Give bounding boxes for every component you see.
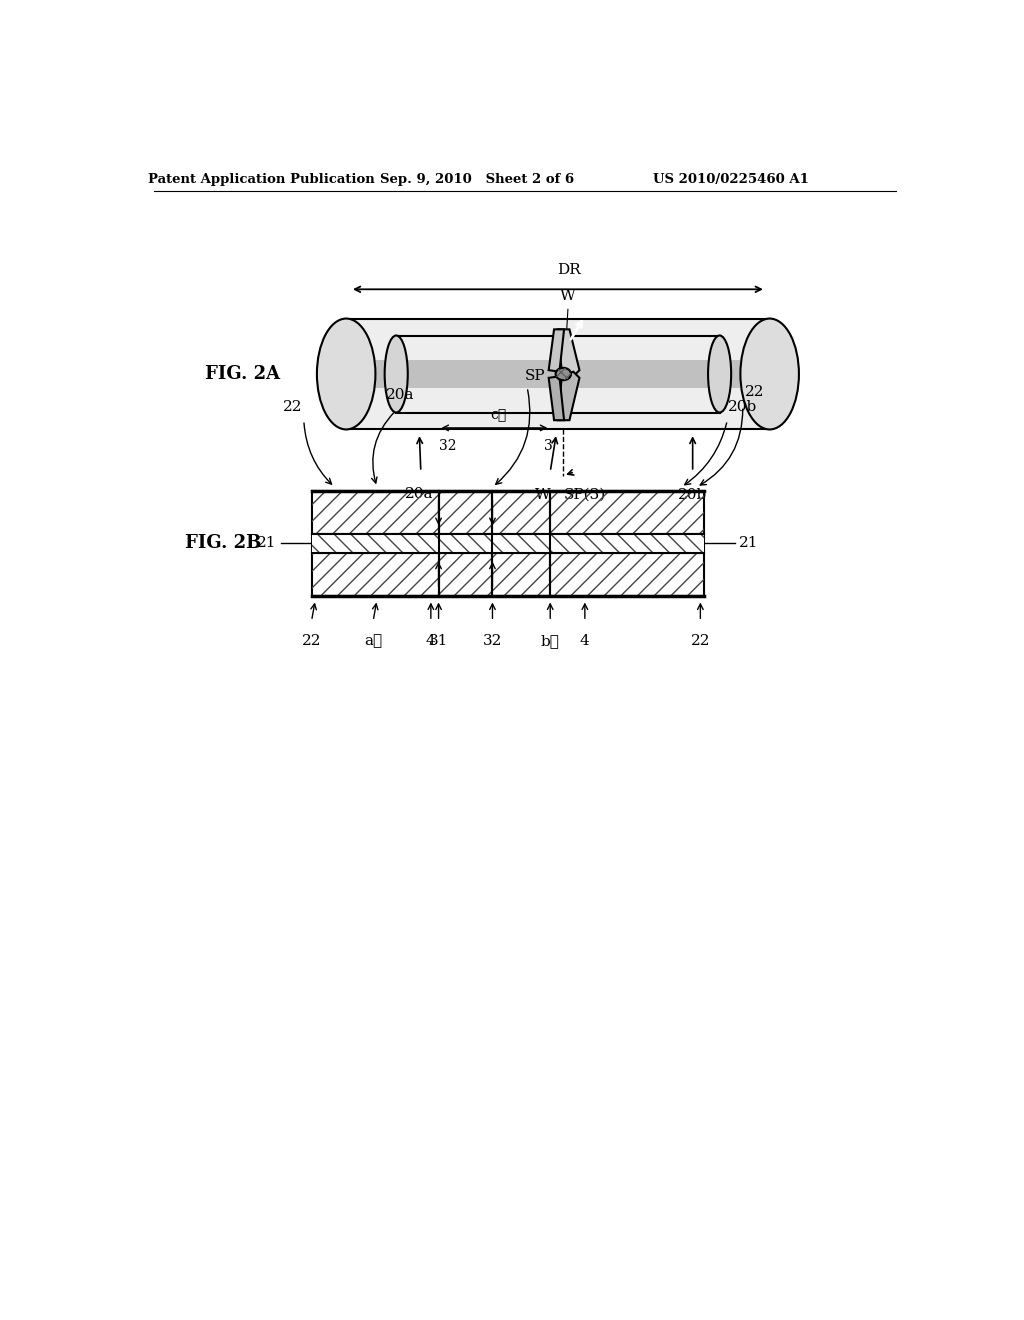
Bar: [346, 318, 770, 429]
Ellipse shape: [708, 335, 731, 412]
Text: Patent Application Publication: Patent Application Publication: [148, 173, 375, 186]
Bar: [311, 491, 705, 595]
Bar: [311, 535, 705, 553]
Bar: [311, 535, 705, 553]
Text: FIG. 2A: FIG. 2A: [205, 366, 280, 383]
Polygon shape: [549, 330, 564, 372]
Text: 3: 3: [545, 438, 553, 453]
Text: FIG. 2B: FIG. 2B: [184, 535, 261, 552]
Text: 20b: 20b: [678, 488, 708, 502]
Text: 21: 21: [257, 536, 276, 550]
Text: 20a: 20a: [386, 388, 415, 403]
Text: 22: 22: [744, 384, 764, 399]
Text: 31: 31: [429, 635, 449, 648]
Polygon shape: [558, 372, 580, 420]
Text: DR: DR: [558, 263, 582, 277]
Text: aℓ: aℓ: [365, 635, 382, 648]
Ellipse shape: [316, 318, 376, 429]
Ellipse shape: [316, 318, 376, 429]
Polygon shape: [549, 376, 564, 420]
Text: 22: 22: [690, 635, 710, 648]
Ellipse shape: [740, 318, 799, 429]
Text: SP: SP: [524, 370, 545, 383]
Text: 4: 4: [426, 635, 436, 648]
Text: 32: 32: [482, 635, 502, 648]
Bar: [376, 360, 740, 388]
Text: 21: 21: [739, 536, 759, 550]
Bar: [311, 491, 705, 595]
Text: 32: 32: [439, 438, 457, 453]
Text: 20a: 20a: [406, 487, 433, 502]
Text: W: W: [535, 488, 550, 502]
Ellipse shape: [556, 368, 571, 380]
Ellipse shape: [385, 335, 408, 412]
Text: bℓ: bℓ: [541, 635, 560, 648]
Text: 4: 4: [580, 635, 590, 648]
Text: 22: 22: [283, 400, 302, 414]
Ellipse shape: [740, 318, 799, 429]
Text: SP(3): SP(3): [564, 488, 606, 502]
Polygon shape: [558, 330, 580, 376]
Text: cℓ: cℓ: [490, 408, 506, 422]
Text: W: W: [560, 289, 575, 304]
Text: US 2010/0225460 A1: US 2010/0225460 A1: [653, 173, 809, 186]
Text: 20b: 20b: [728, 400, 758, 414]
Text: 22: 22: [302, 635, 322, 648]
Text: Sep. 9, 2010   Sheet 2 of 6: Sep. 9, 2010 Sheet 2 of 6: [380, 173, 574, 186]
